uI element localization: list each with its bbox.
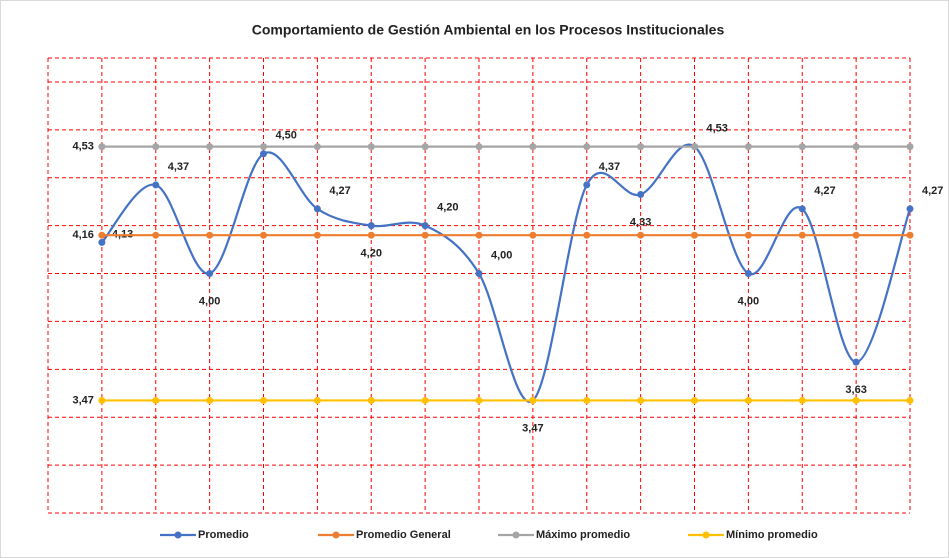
point-marker — [152, 143, 160, 151]
point-marker — [583, 396, 591, 404]
legend-marker — [174, 531, 182, 539]
point-marker — [798, 143, 806, 151]
point-marker — [583, 143, 591, 151]
point-marker — [152, 181, 160, 189]
point-marker — [313, 231, 321, 239]
point-marker — [744, 270, 752, 278]
point-marker — [260, 231, 267, 239]
legend-marker — [702, 531, 710, 539]
point-marker — [529, 231, 537, 239]
point-marker — [852, 231, 860, 239]
point-marker — [260, 396, 267, 404]
point-marker — [206, 143, 214, 151]
point-marker — [852, 358, 860, 366]
point-marker — [798, 396, 806, 404]
data-label: 4,16 — [72, 229, 93, 241]
point-marker — [152, 396, 160, 404]
data-label: 3,47 — [522, 422, 543, 434]
point-marker — [744, 396, 752, 404]
point-marker — [637, 191, 645, 198]
point-marker — [313, 396, 321, 404]
data-label: 4,53 — [72, 141, 93, 153]
point-marker — [475, 231, 483, 239]
point-marker — [152, 231, 160, 239]
point-marker — [906, 143, 914, 151]
point-marker — [691, 396, 698, 404]
point-marker — [475, 143, 483, 151]
point-marker — [637, 231, 645, 239]
data-label: 4,00 — [491, 249, 512, 261]
point-marker — [583, 231, 591, 239]
point-marker — [206, 270, 214, 278]
data-label: 4,20 — [361, 248, 382, 260]
data-label: 3,47 — [72, 394, 93, 406]
series-line — [101, 143, 912, 403]
point-marker — [98, 231, 106, 239]
point-marker — [206, 396, 214, 404]
point-marker — [98, 396, 106, 404]
point-marker — [744, 143, 752, 151]
data-label: 4,00 — [199, 295, 220, 307]
point-marker — [852, 143, 860, 151]
point-marker — [852, 396, 860, 404]
legend-marker — [512, 531, 520, 539]
legend-label: Máximo promedio — [536, 529, 630, 541]
point-marker — [906, 231, 914, 239]
point-marker — [367, 143, 375, 151]
data-label: 4,27 — [922, 185, 943, 197]
point-marker — [98, 238, 106, 246]
data-label: 4,00 — [738, 295, 759, 307]
point-marker — [421, 231, 429, 239]
point-marker — [637, 396, 645, 404]
data-label: 4,37 — [599, 161, 620, 173]
point-marker — [906, 205, 914, 213]
point-marker — [529, 396, 537, 404]
point-marker — [421, 143, 429, 151]
point-marker — [906, 396, 914, 404]
point-marker — [475, 270, 483, 278]
point-marker — [260, 143, 267, 151]
data-label: 4,27 — [329, 185, 350, 197]
point-marker — [583, 181, 591, 189]
data-label: 4,37 — [168, 161, 189, 173]
legend-label: Promedio General — [356, 529, 451, 541]
point-marker — [367, 222, 375, 230]
data-label: 3,63 — [845, 384, 866, 396]
point-marker — [313, 143, 321, 151]
data-label: 4,33 — [630, 216, 651, 228]
point-marker — [798, 205, 806, 213]
chart-title: Comportamiento de Gestión Ambiental en l… — [252, 22, 725, 38]
point-marker — [691, 231, 698, 239]
data-label: 4,50 — [276, 130, 297, 142]
data-label: 4,20 — [437, 202, 458, 214]
legend-marker — [332, 531, 340, 539]
point-marker — [98, 143, 106, 151]
point-marker — [475, 396, 483, 404]
point-marker — [691, 143, 698, 151]
point-marker — [637, 143, 645, 151]
point-marker — [367, 396, 375, 404]
point-marker — [421, 396, 429, 404]
point-marker — [260, 150, 267, 158]
data-label: 4,27 — [814, 185, 835, 197]
data-label: 4,53 — [707, 123, 728, 135]
point-marker — [798, 231, 806, 239]
point-marker — [421, 222, 429, 230]
point-marker — [744, 231, 752, 239]
legend-label: Promedio — [198, 529, 249, 541]
legend-label: Mínimo promedio — [726, 529, 818, 541]
point-marker — [206, 231, 214, 239]
point-marker — [313, 205, 321, 213]
point-marker — [529, 143, 537, 151]
point-marker — [367, 231, 375, 239]
